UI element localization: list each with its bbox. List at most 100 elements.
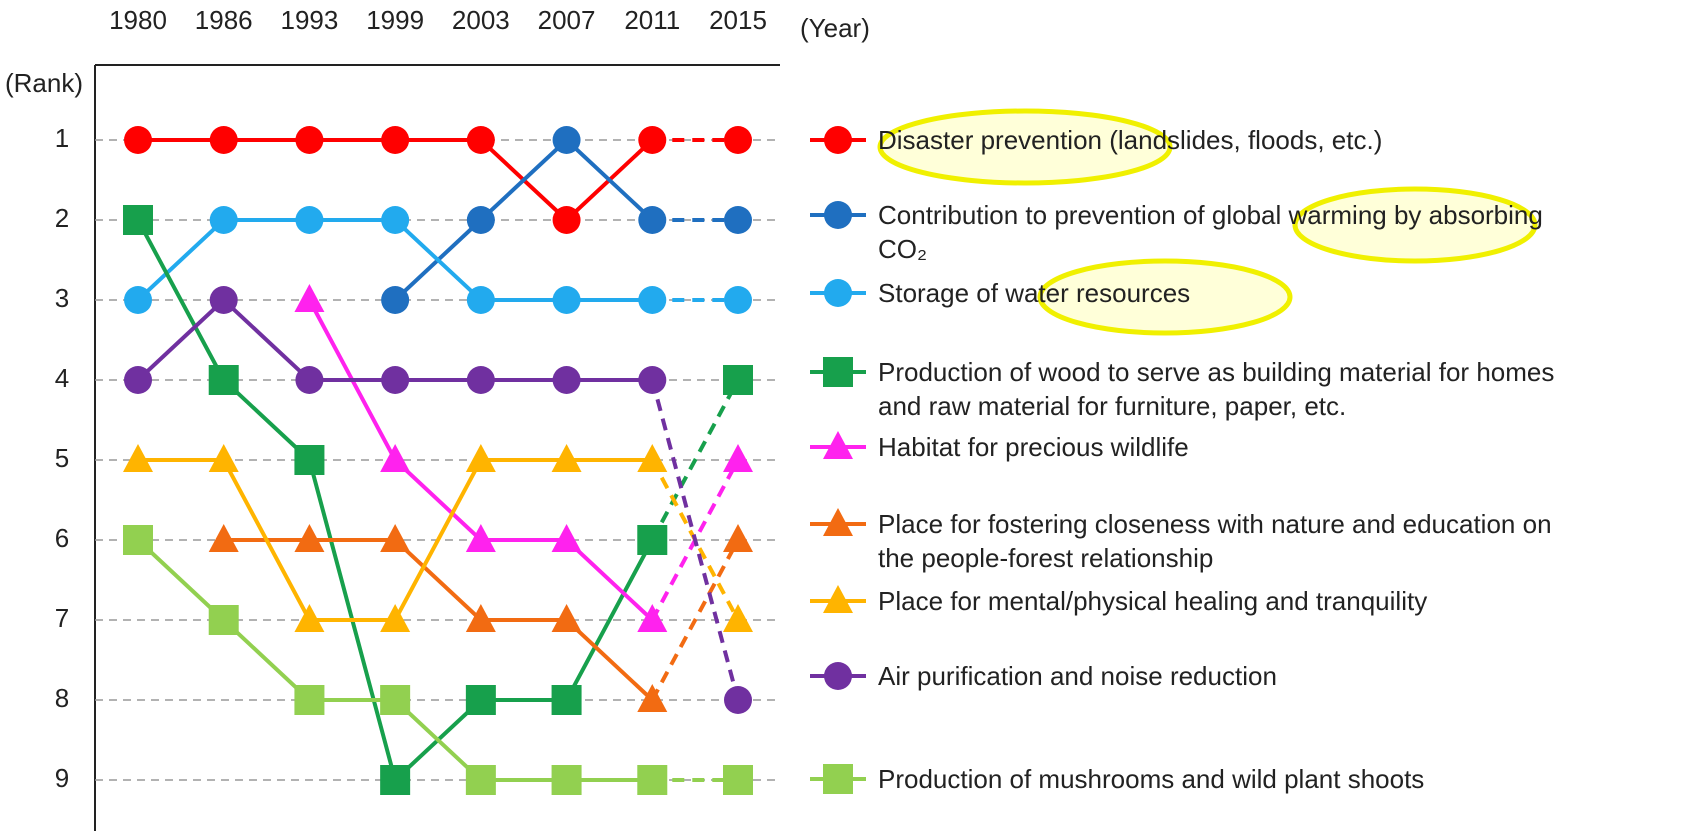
marker xyxy=(294,445,325,475)
marker xyxy=(295,366,324,394)
legend-marker xyxy=(823,585,853,613)
x-tick-label: 1980 xyxy=(109,5,167,35)
x-tick-label: 2011 xyxy=(624,5,680,35)
marker xyxy=(466,206,495,234)
marker xyxy=(380,685,411,715)
marker xyxy=(381,286,410,314)
x-tick-label: 1993 xyxy=(281,5,339,35)
highlight xyxy=(1037,258,1293,336)
x-tick-label: 1986 xyxy=(195,5,253,35)
marker xyxy=(551,524,582,552)
legend-label: Habitat for precious wildlife xyxy=(878,432,1189,462)
marker xyxy=(723,765,753,795)
marker xyxy=(637,765,668,795)
series-line-dashed xyxy=(650,379,740,701)
marker xyxy=(209,126,238,154)
marker xyxy=(294,524,325,552)
x-tick-label: 2015 xyxy=(709,5,767,35)
marker xyxy=(465,604,496,632)
highlight xyxy=(1292,186,1538,264)
marker xyxy=(637,604,668,632)
marker xyxy=(637,684,668,712)
marker xyxy=(724,206,752,234)
series-line-dashed xyxy=(650,379,740,541)
marker xyxy=(381,206,410,234)
series-line xyxy=(136,538,653,782)
x-tick-label: 1999 xyxy=(366,5,424,35)
marker xyxy=(723,604,753,632)
marker xyxy=(295,126,324,154)
marker xyxy=(638,206,667,234)
x-tick-label: 2007 xyxy=(538,5,596,35)
y-tick-label: 2 xyxy=(55,203,69,233)
marker xyxy=(552,366,581,394)
legend-label: Production of mushrooms and wild plant s… xyxy=(878,764,1425,794)
marker xyxy=(723,365,753,395)
marker xyxy=(294,604,325,632)
marker xyxy=(723,524,753,552)
marker xyxy=(724,126,752,154)
legend-marker xyxy=(824,662,852,690)
marker xyxy=(294,284,325,312)
series-line-dashed xyxy=(650,539,740,701)
marker xyxy=(466,366,495,394)
y-tick-label: 7 xyxy=(55,603,69,633)
legend-label: Disaster prevention (landslides, floods,… xyxy=(878,125,1383,155)
legend-marker xyxy=(824,126,852,154)
legend-label: Air purification and noise reduction xyxy=(878,661,1277,691)
x-axis-label: (Year) xyxy=(800,13,870,43)
marker xyxy=(124,366,152,394)
marker xyxy=(638,366,667,394)
legend-marker xyxy=(824,279,852,307)
marker xyxy=(381,126,410,154)
marker xyxy=(381,366,410,394)
legend-label: Contribution to prevention of global war… xyxy=(878,200,1543,264)
legend-marker xyxy=(823,357,853,387)
marker xyxy=(123,444,153,472)
legend-marker xyxy=(823,764,853,794)
marker xyxy=(380,604,411,632)
series-line xyxy=(223,538,654,702)
marker xyxy=(465,444,496,472)
legend-marker xyxy=(823,508,853,536)
y-axis-label: (Rank) xyxy=(5,68,83,98)
marker xyxy=(724,686,752,714)
marker xyxy=(380,444,411,472)
marker xyxy=(124,126,152,154)
marker xyxy=(637,525,668,555)
y-tick-label: 6 xyxy=(55,523,69,553)
highlight xyxy=(877,108,1173,186)
marker xyxy=(465,685,496,715)
y-tick-label: 8 xyxy=(55,683,69,713)
marker xyxy=(638,126,667,154)
marker xyxy=(465,524,496,552)
marker xyxy=(466,126,495,154)
marker xyxy=(123,205,153,235)
legend-label: Production of wood to serve as building … xyxy=(878,357,1555,421)
marker xyxy=(208,524,239,552)
marker xyxy=(294,685,325,715)
y-tick-label: 5 xyxy=(55,443,69,473)
y-tick-label: 9 xyxy=(55,763,69,793)
x-tick-label: 2003 xyxy=(452,5,510,35)
y-tick-label: 4 xyxy=(55,363,69,393)
marker xyxy=(552,206,581,234)
marker xyxy=(552,126,581,154)
marker xyxy=(637,444,668,472)
marker xyxy=(380,765,411,795)
legend-label: Storage of water resources xyxy=(878,278,1191,308)
marker xyxy=(551,685,582,715)
legend-marker xyxy=(823,431,853,459)
marker xyxy=(551,444,582,472)
marker xyxy=(638,286,667,314)
marker xyxy=(208,444,239,472)
marker xyxy=(295,206,324,234)
marker xyxy=(723,444,753,472)
marker xyxy=(124,286,152,314)
marker xyxy=(209,206,238,234)
legend-marker xyxy=(824,201,852,229)
marker xyxy=(123,525,153,555)
marker xyxy=(551,765,582,795)
